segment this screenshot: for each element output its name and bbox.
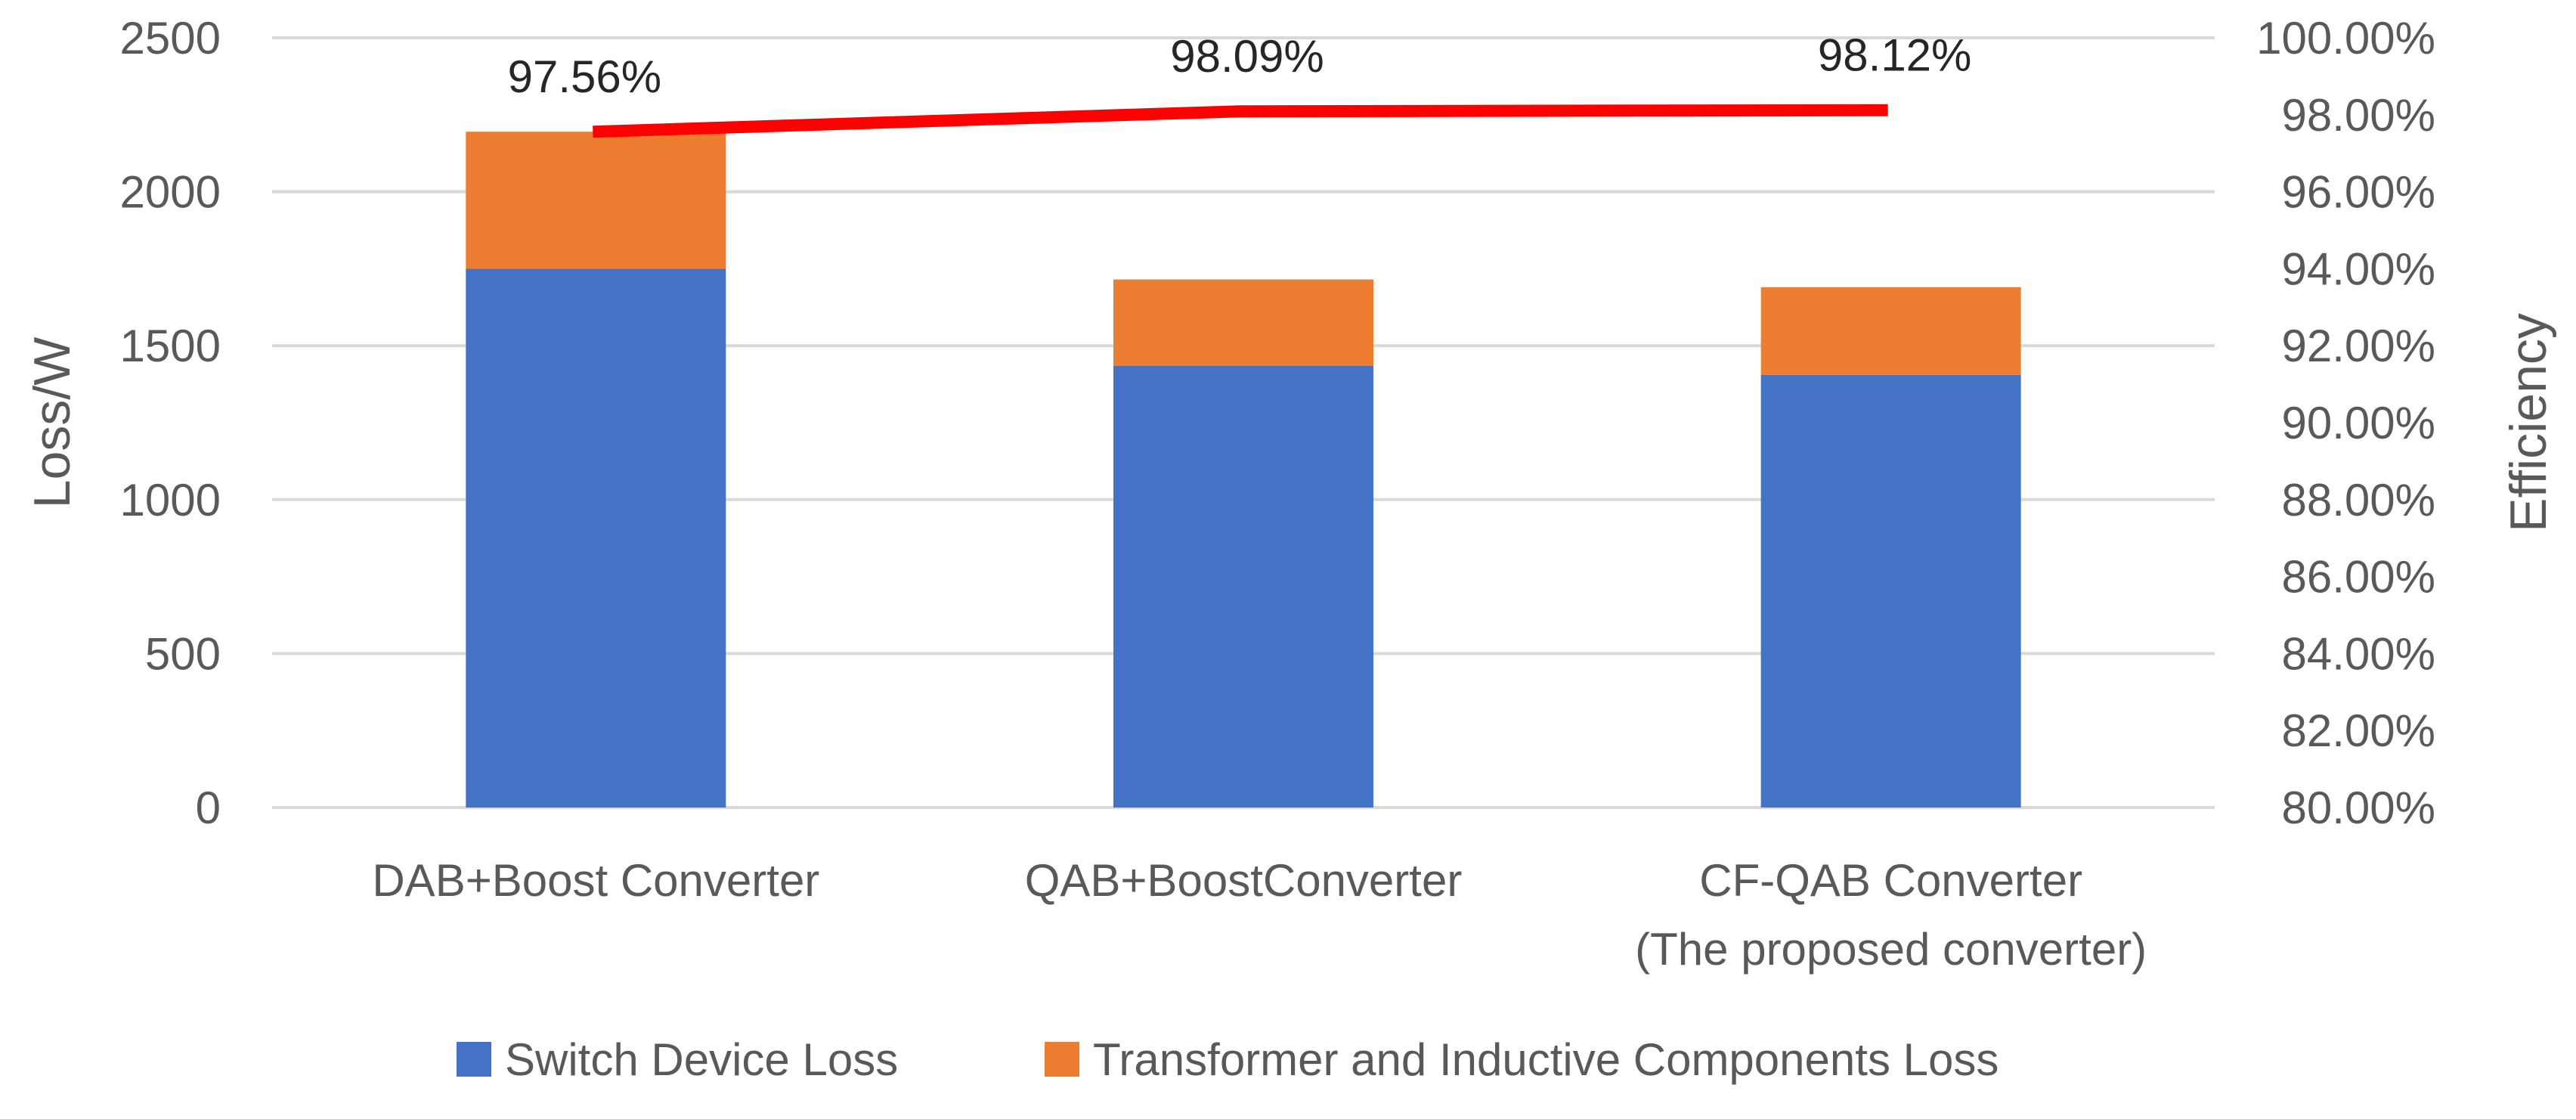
- y-tick-label: 0: [196, 783, 221, 833]
- efficiency-data-label: 97.56%: [508, 51, 662, 102]
- bar-transformer-inductive-loss: [1760, 287, 2021, 375]
- legend: Switch Device Loss Transformer and Induct…: [457, 1034, 1999, 1085]
- legend-swatch: [457, 1042, 491, 1077]
- y2-tick-label: 86.00%: [2282, 552, 2436, 603]
- x-category-label: QAB+BoostConverter: [1025, 855, 1463, 906]
- legend-label: Transformer and Inductive Components Los…: [1093, 1034, 1999, 1085]
- y-axis-title: Loss/W: [23, 337, 81, 509]
- y-tick-label: 500: [145, 628, 221, 679]
- y2-tick-label: 94.00%: [2282, 243, 2436, 294]
- legend-label: Switch Device Loss: [505, 1034, 898, 1085]
- y2-tick-label: 100.00%: [2256, 13, 2435, 64]
- y2-tick-label: 84.00%: [2282, 628, 2436, 679]
- y2-tick-label: 96.00%: [2282, 167, 2436, 218]
- efficiency-line: [593, 104, 1888, 138]
- efficiency-data-label: 98.12%: [1818, 30, 1972, 81]
- y-tick-label: 2500: [120, 13, 221, 64]
- y2-tick-label: 80.00%: [2282, 783, 2436, 833]
- x-category-label: CF-QAB Converter: [1699, 855, 2082, 906]
- y2-tick-label: 82.00%: [2282, 705, 2436, 756]
- x-category-label: (The proposed converter): [1635, 924, 2147, 975]
- x-category-label: DAB+Boost Converter: [372, 855, 819, 906]
- efficiency-line-group: [593, 104, 1888, 138]
- bars: [466, 132, 2021, 808]
- y2-tick-label: 98.00%: [2282, 90, 2436, 141]
- bar-switch-device-loss: [1760, 374, 2021, 807]
- bar-switch-device-loss: [466, 268, 726, 807]
- bar-transformer-inductive-loss: [1113, 279, 1373, 366]
- y-tick-label: 1500: [120, 321, 221, 371]
- bar-switch-device-loss: [1113, 365, 1373, 808]
- y2-tick-label: 92.00%: [2282, 321, 2436, 371]
- labels: 0 500 1000 1500 2000 2500 80.00% 82.00% 84.00% 86…: [23, 13, 2557, 975]
- y-tick-label: 1000: [120, 475, 221, 525]
- y-tick-label: 2000: [120, 167, 221, 218]
- legend-swatch: [1045, 1042, 1079, 1077]
- y2-tick-label: 90.00%: [2282, 398, 2436, 448]
- efficiency-data-label: 98.09%: [1170, 31, 1324, 82]
- y2-axis-title: Efficiency: [2500, 313, 2557, 532]
- bar-transformer-inductive-loss: [466, 132, 726, 269]
- y2-tick-label: 88.00%: [2282, 475, 2436, 525]
